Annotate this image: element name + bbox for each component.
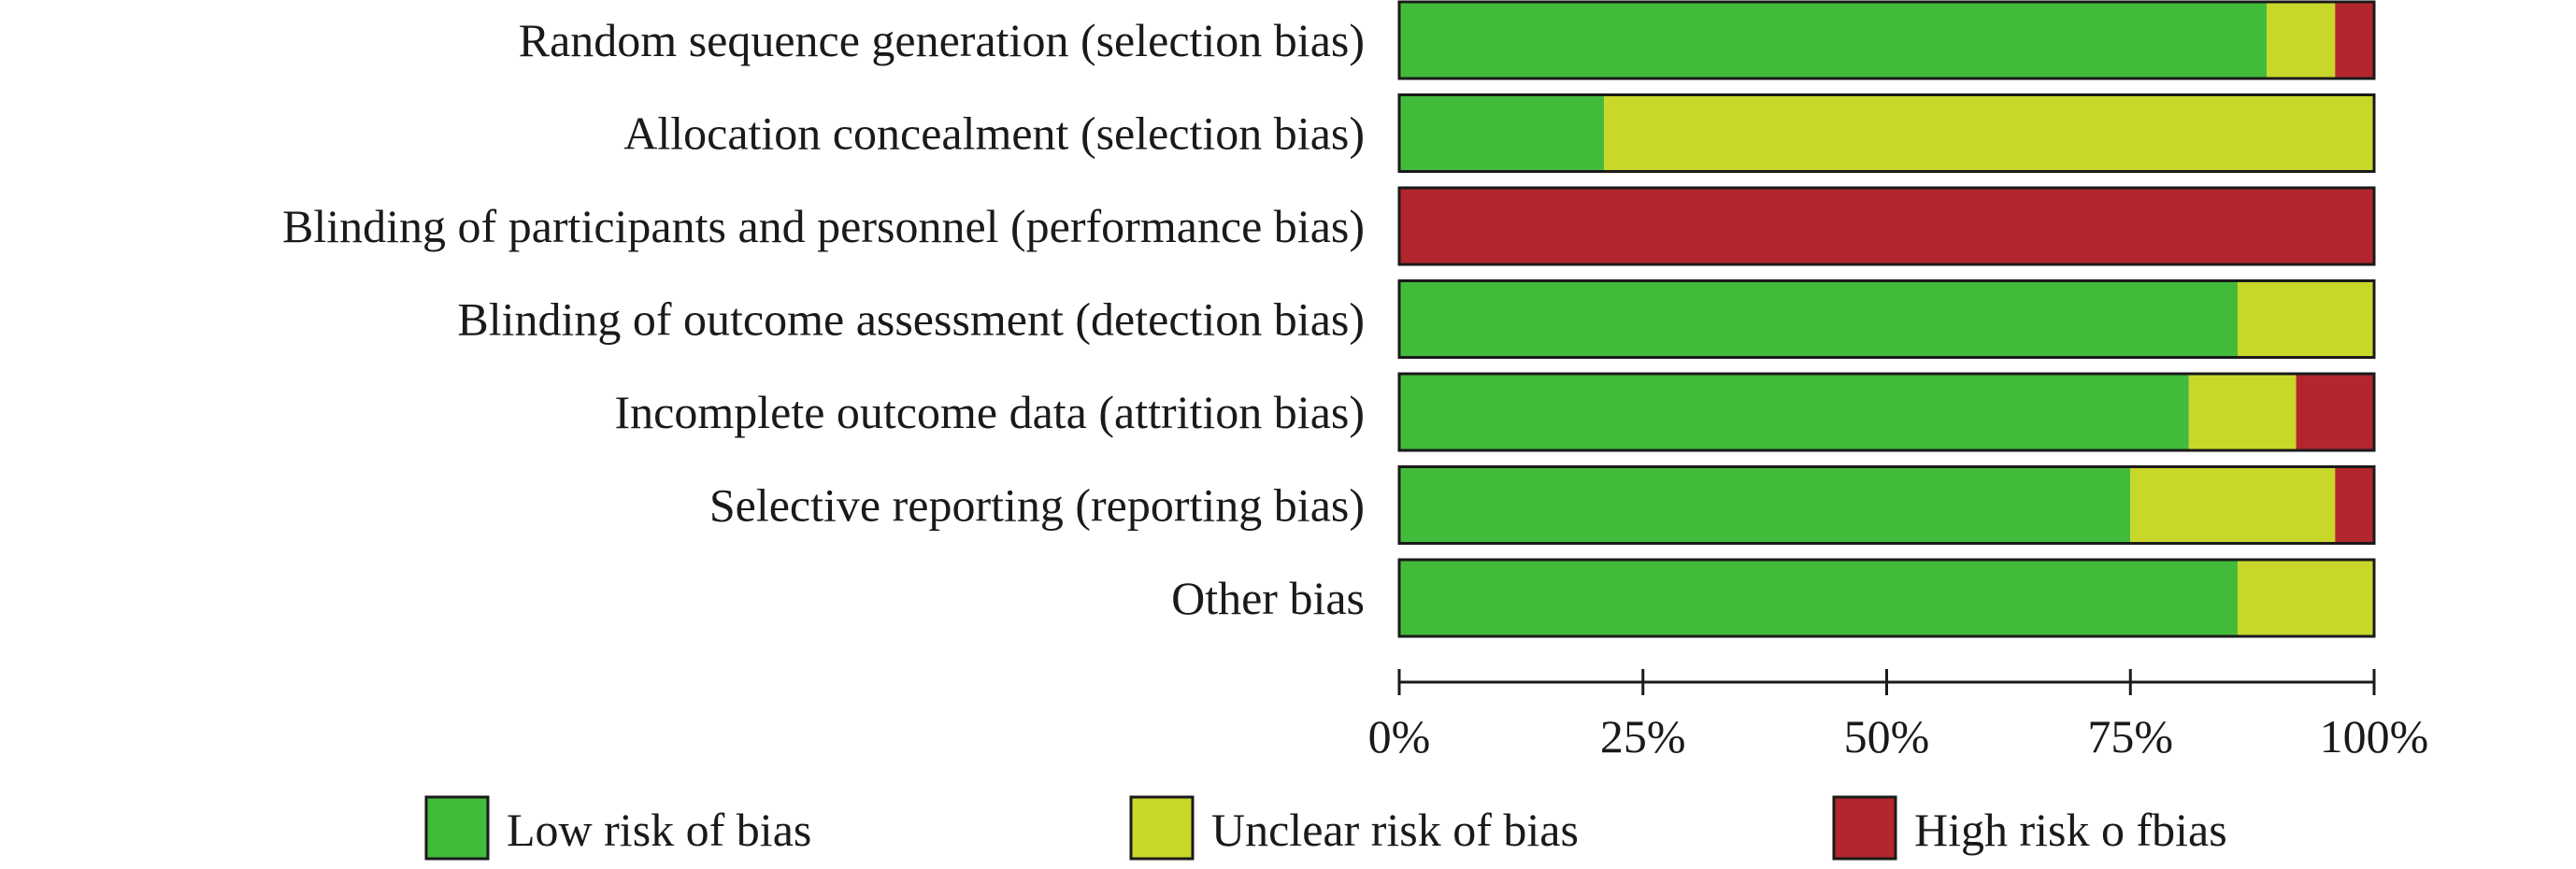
bar-5-high-risk-o-fbias: [2296, 374, 2374, 450]
legend: Low risk of bias Unclear risk of bias High…: [424, 795, 2227, 861]
bar-5-unclear-risk-of-bias: [2188, 374, 2297, 450]
bar-5-low-risk-of-bias: [1399, 374, 2189, 450]
category-labels: Random sequence generation (selection bi…: [282, 14, 1365, 624]
bar-4-low-risk-of-bias: [1399, 280, 2238, 358]
category-label-5: Incomplete outcome data (attrition bias): [615, 386, 1366, 438]
x-tick-label-75: 75%: [2087, 710, 2173, 762]
bar-outline-4: [1397, 279, 2376, 359]
x-tick-label-100: 100%: [2320, 710, 2429, 762]
bar-outline-7: [1397, 558, 2376, 638]
legend-label-unclear-risk-of-bias: Unclear risk of bias: [1211, 804, 1579, 856]
bar-outline-3: [1397, 186, 2376, 266]
category-label-2: Allocation concealment (selection bias): [623, 107, 1365, 160]
bar-7-unclear-risk-of-bias: [2237, 560, 2374, 636]
bar-7-low-risk-of-bias: [1399, 560, 2238, 636]
bar-6-unclear-risk-of-bias: [2130, 466, 2336, 544]
bar-outline-5: [1397, 372, 2376, 452]
legend-label-low-risk-of-bias: Low risk of bias: [507, 804, 811, 856]
bar-outline-2: [1397, 93, 2376, 173]
x-tick-label-0: 0%: [1368, 710, 1431, 762]
bar-3-high-risk-o-fbias: [1399, 188, 2374, 264]
bar-outline-6: [1397, 465, 2376, 545]
x-tick-label-25: 25%: [1600, 710, 1686, 762]
x-axis: 0% 25% 50% 75% 100%: [1368, 669, 2429, 762]
legend-label-high-risk-o-fbias: High risk o fbias: [1914, 804, 2227, 856]
bar-6-low-risk-of-bias: [1399, 466, 2131, 544]
bars-layer: [1397, 0, 2376, 638]
bar-4-unclear-risk-of-bias: [2237, 280, 2374, 358]
bar-6-high-risk-o-fbias: [2335, 466, 2374, 544]
bar-1-high-risk-o-fbias: [2335, 2, 2374, 78]
legend-swatch-unclear-risk-of-bias: [1129, 795, 1195, 861]
bar-1-low-risk-of-bias: [1399, 2, 2268, 78]
category-label-3: Blinding of participants and personnel (…: [282, 200, 1365, 252]
category-label-1: Random sequence generation (selection bi…: [519, 14, 1365, 66]
bar-1-unclear-risk-of-bias: [2267, 2, 2336, 78]
legend-swatch-low-risk-of-bias: [424, 795, 490, 861]
category-label-4: Blinding of outcome assessment (detectio…: [457, 293, 1365, 346]
bar-outline-1: [1397, 0, 2376, 80]
legend-swatch-high-risk-o-fbias: [1832, 795, 1897, 861]
bar-2-unclear-risk-of-bias: [1604, 94, 2374, 172]
bar-2-low-risk-of-bias: [1399, 94, 1605, 172]
category-label-7: Other bias: [1171, 572, 1365, 624]
category-label-6: Selective reporting (reporting bias): [709, 479, 1365, 532]
x-tick-label-50: 50%: [1844, 710, 1930, 762]
